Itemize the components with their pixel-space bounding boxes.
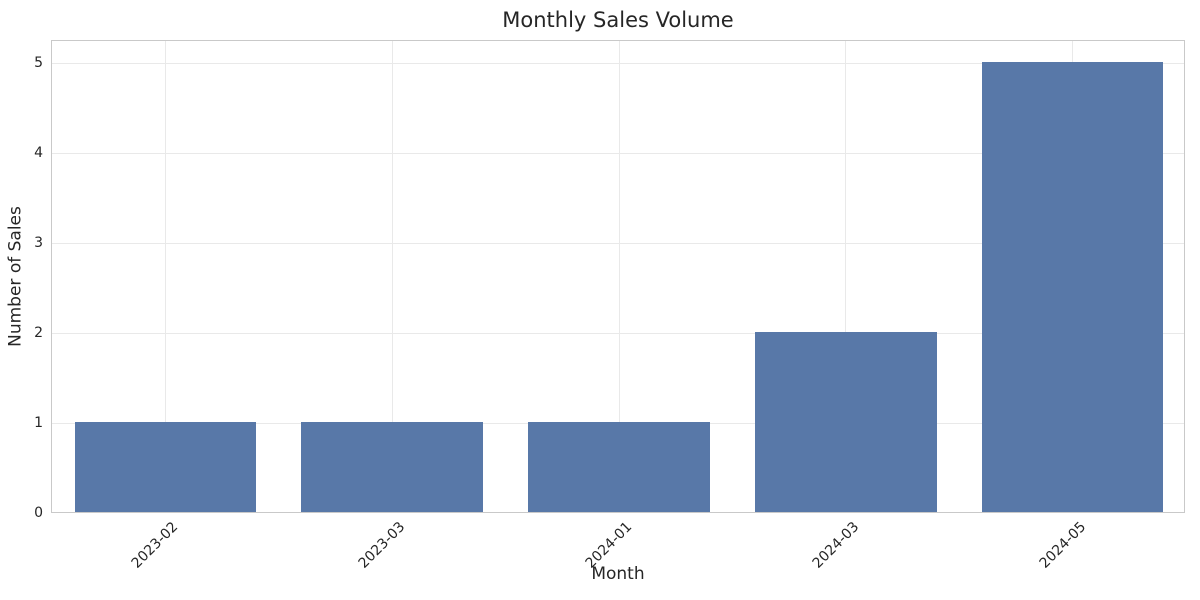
y-tick-label: 5 xyxy=(34,54,43,71)
y-axis-label: Number of Sales xyxy=(5,206,26,347)
chart-title: Monthly Sales Volume xyxy=(502,8,734,32)
gridline-horizontal xyxy=(52,243,1184,245)
bar-2023-02 xyxy=(74,421,257,512)
gridline-horizontal xyxy=(52,153,1184,155)
y-tick-label: 0 xyxy=(34,505,43,521)
x-tick-label: 2024-01 xyxy=(582,519,636,572)
x-axis-label: Month xyxy=(591,564,645,584)
bar-2024-05 xyxy=(981,61,1164,512)
x-tick-label: 2024-03 xyxy=(809,519,863,572)
x-tick-label: 2024-05 xyxy=(1036,519,1089,572)
gridline-vertical xyxy=(164,41,166,512)
bar-2024-03 xyxy=(755,331,937,512)
bar-2024-01 xyxy=(528,421,710,512)
x-tick-label: 2023-02 xyxy=(129,519,182,572)
gridline-horizontal xyxy=(52,333,1184,335)
y-tick-label: 1 xyxy=(34,414,43,431)
gridline-horizontal xyxy=(52,63,1184,65)
bar-2023-03 xyxy=(301,421,483,512)
gridline-vertical xyxy=(845,41,847,512)
gridline-vertical xyxy=(391,41,393,512)
x-tick-label: 2023-03 xyxy=(355,519,409,572)
gridline-vertical xyxy=(618,41,620,512)
y-tick-label: 2 xyxy=(34,324,43,341)
y-tick-label: 4 xyxy=(34,144,43,161)
y-tick-label: 3 xyxy=(34,234,43,251)
plot-area xyxy=(51,40,1185,513)
